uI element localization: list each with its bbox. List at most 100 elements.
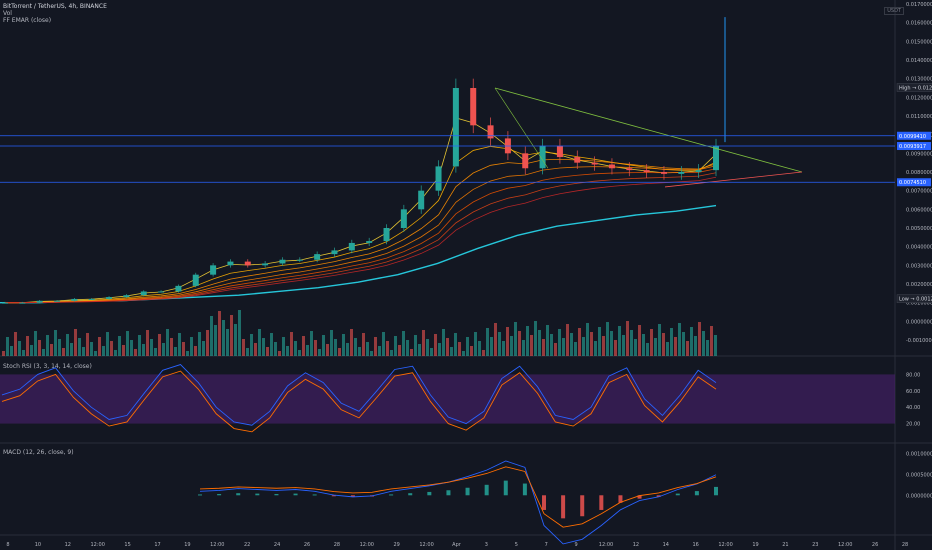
volume-bar	[530, 335, 533, 356]
price-tick-label: 0.0170000	[906, 2, 932, 8]
volume-bar	[562, 338, 565, 356]
time-tick-label: 8	[6, 542, 9, 548]
volume-bar	[354, 338, 357, 356]
candle-body	[106, 297, 113, 299]
volume-bar	[66, 334, 69, 356]
volume-bar	[474, 332, 477, 356]
ema200-line	[0, 204, 717, 304]
price-tick-label: 0.0040000	[906, 245, 932, 251]
volume-bar	[602, 336, 605, 356]
time-tick-label: 3	[485, 542, 488, 548]
volume-bar	[26, 336, 29, 356]
volume-bar	[454, 333, 457, 356]
candle-body	[470, 88, 477, 126]
volume-bar	[582, 337, 585, 356]
stoch-tick-label: 40.00	[906, 405, 920, 411]
ema-ribbon-line	[5, 168, 717, 304]
price-tick-label: 0.0010000	[906, 301, 932, 307]
volume-bar	[466, 337, 469, 356]
candle-body	[452, 88, 459, 167]
volume-bar	[690, 327, 693, 356]
macd-hist-bar	[293, 493, 298, 496]
high-badge	[896, 83, 932, 92]
volume-bar	[426, 339, 429, 356]
volume-bar	[142, 344, 145, 356]
volume-bar	[442, 329, 445, 356]
volume-bar	[194, 346, 197, 356]
macd-hist-bar	[217, 494, 222, 496]
price-tick-label: 0.0120000	[906, 95, 932, 101]
time-tick-label: 23	[812, 542, 818, 548]
volume-bar	[570, 333, 573, 356]
stoch-tick-label: 20.00	[906, 422, 920, 428]
volume-bar	[322, 335, 325, 356]
volume-bar	[62, 348, 65, 356]
candle-body	[418, 190, 425, 210]
volume-bar	[414, 335, 417, 356]
time-tick-label: 9	[575, 542, 578, 548]
macd-hist-bar	[618, 495, 623, 503]
volume-bar	[630, 330, 633, 356]
ema-ribbon-line	[5, 117, 717, 304]
volume-bar	[470, 346, 473, 356]
price-tick-label: 0.0060000	[906, 207, 932, 213]
price-tick-label: 0.0110000	[906, 114, 932, 120]
volume-bar	[210, 316, 213, 356]
volume-bar	[406, 340, 409, 356]
volume-bar	[634, 339, 637, 356]
time-tick-label: 12:00	[838, 542, 852, 548]
volume-bar	[214, 325, 217, 356]
volume-bar	[78, 338, 81, 356]
volume-bar	[586, 323, 589, 356]
volume-bar	[446, 338, 449, 356]
candle-body	[19, 302, 26, 304]
candle-body	[279, 259, 286, 264]
time-tick-label: 12:00	[599, 542, 613, 548]
candle-body	[608, 164, 615, 169]
volume-bar	[522, 340, 525, 356]
volume-bar	[506, 327, 509, 356]
volume-bar	[134, 349, 137, 356]
volume-bar	[514, 322, 517, 356]
stoch-d-line	[1, 370, 717, 433]
volume-bar	[626, 321, 629, 356]
volume-bar	[450, 347, 453, 356]
candle-body	[158, 291, 165, 293]
volume-bar	[410, 349, 413, 356]
macd-signal-line	[199, 466, 717, 528]
currency-badge[interactable]: USDT	[884, 7, 904, 15]
volume-bar	[390, 350, 393, 356]
volume-bar	[50, 344, 53, 356]
volume-bar	[318, 349, 321, 356]
volume-bar	[710, 326, 713, 356]
macd-tick-label: 0.0010000	[906, 451, 932, 457]
volume-bar	[262, 338, 265, 356]
candle-body	[71, 298, 78, 301]
candle-body	[660, 172, 667, 174]
volume-bar	[138, 335, 141, 356]
stoch-k-line	[1, 364, 717, 426]
candle-body	[314, 254, 321, 260]
macd-hist-bar	[637, 495, 642, 499]
macd-hist-bar	[714, 486, 718, 496]
price-level-badge	[897, 178, 931, 187]
time-tick-label: 19	[752, 542, 758, 548]
volume-bar	[382, 332, 385, 356]
volume-bar	[574, 342, 577, 356]
macd-hist-bar	[484, 484, 489, 496]
candle-body	[626, 168, 633, 171]
volume-bar	[118, 336, 121, 356]
macd-hist-bar	[599, 495, 604, 510]
volume-bar	[362, 333, 365, 356]
volume-bar	[518, 331, 521, 356]
price-tick-label: 0.0020000	[906, 282, 932, 288]
volume-bar	[482, 350, 485, 356]
volume-bar	[706, 340, 709, 356]
volume-bar	[198, 332, 201, 356]
volume-bar	[650, 329, 653, 356]
volume-bar	[174, 347, 177, 356]
candle-body	[574, 157, 581, 163]
volume-bar	[342, 334, 345, 356]
candle-body	[36, 300, 43, 303]
